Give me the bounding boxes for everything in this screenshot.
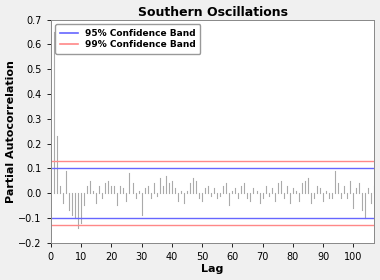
Title: Southern Oscillations: Southern Oscillations — [138, 6, 288, 18]
X-axis label: Lag: Lag — [201, 264, 224, 274]
Legend: 95% Confidence Band, 99% Confidence Band: 95% Confidence Band, 99% Confidence Band — [55, 24, 200, 54]
Y-axis label: Partial Autocorrelation: Partial Autocorrelation — [6, 60, 16, 203]
